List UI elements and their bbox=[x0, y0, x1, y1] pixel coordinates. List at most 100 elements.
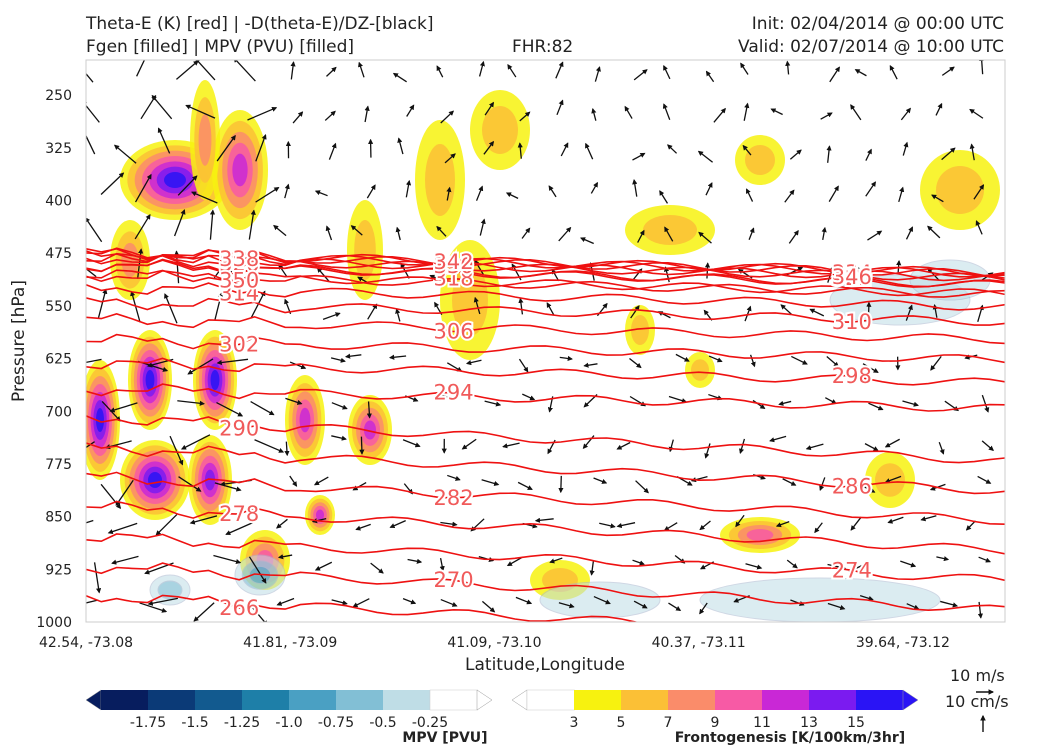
wind-vector bbox=[593, 477, 608, 484]
contour-label: 310 bbox=[832, 310, 872, 334]
wind-vector bbox=[86, 100, 100, 123]
wind-vector bbox=[316, 267, 330, 282]
wind-vector bbox=[157, 127, 171, 154]
wind-vector bbox=[331, 402, 348, 410]
y-tick-label: 400 bbox=[45, 194, 72, 210]
wind-vector bbox=[248, 602, 268, 622]
title-line-2: Fgen [filled] | MPV (PVU) [filled] bbox=[86, 37, 355, 57]
wind-vector bbox=[86, 267, 97, 278]
fgen-fill bbox=[631, 315, 649, 345]
wind-vector bbox=[965, 520, 976, 531]
wind-vector bbox=[981, 440, 994, 451]
wind-vector bbox=[86, 599, 99, 604]
theta-e-contour bbox=[86, 594, 640, 622]
wind-vector bbox=[819, 477, 826, 492]
wind-vector bbox=[191, 191, 218, 204]
wind-vector bbox=[355, 523, 371, 531]
wind-vector bbox=[551, 268, 560, 282]
wind-vector bbox=[705, 182, 713, 196]
wind-vector bbox=[887, 516, 904, 524]
wind-vector bbox=[633, 69, 648, 81]
colorbar-swatch bbox=[148, 690, 196, 710]
wind-vector bbox=[977, 601, 983, 619]
wind-vector bbox=[632, 559, 645, 566]
wind-vector bbox=[248, 556, 267, 584]
wind-vector bbox=[829, 66, 840, 83]
wind-vector bbox=[483, 140, 495, 155]
theta-e-contour bbox=[86, 297, 1005, 326]
contour-label: 334 bbox=[832, 261, 872, 285]
wind-vector bbox=[902, 400, 919, 407]
wind-vector bbox=[322, 312, 341, 320]
y-tick-label: 775 bbox=[45, 457, 72, 473]
y-tick-label: 925 bbox=[45, 562, 72, 578]
wind-vector bbox=[479, 218, 486, 236]
wind-vector bbox=[502, 442, 520, 449]
theta-e-contour bbox=[86, 248, 1005, 278]
wind-vector bbox=[735, 514, 745, 528]
wind-vector bbox=[370, 562, 384, 574]
colorbar-swatch bbox=[668, 690, 716, 710]
wind-vector bbox=[507, 63, 517, 78]
wind-vector bbox=[864, 443, 879, 452]
wind-vector bbox=[629, 357, 642, 369]
wind-vector bbox=[748, 227, 755, 240]
wind-vector bbox=[905, 304, 913, 321]
x-tick-label: 40.37, -73.11 bbox=[652, 635, 746, 651]
wind-vector bbox=[828, 185, 839, 202]
wind-vector bbox=[854, 69, 867, 77]
vector-key-vertical: 10 cm/s bbox=[945, 692, 1009, 711]
contour-label: 314 bbox=[219, 281, 259, 305]
fgen-fill bbox=[232, 153, 248, 187]
wind-vector bbox=[791, 355, 808, 365]
wind-vector bbox=[328, 142, 337, 160]
wind-vector bbox=[214, 482, 242, 492]
colorbar-tick-label: 5 bbox=[617, 715, 626, 731]
contour-label: 294 bbox=[434, 381, 474, 405]
fgen-fill bbox=[643, 215, 697, 245]
wind-vector bbox=[155, 514, 178, 536]
colorbar-swatch bbox=[809, 690, 857, 710]
wind-vector bbox=[515, 596, 533, 605]
wind-vector bbox=[884, 438, 900, 448]
wind-vector bbox=[440, 110, 455, 124]
contour-label: 306 bbox=[434, 319, 474, 343]
wind-vector bbox=[284, 441, 290, 457]
colorbar-tick-label: -1.5 bbox=[181, 715, 208, 731]
wind-vector bbox=[285, 397, 303, 405]
wind-vector bbox=[865, 181, 876, 197]
wind-vector bbox=[927, 225, 941, 239]
wind-vector bbox=[440, 521, 458, 527]
wind-vector bbox=[599, 522, 616, 529]
wind-vector bbox=[889, 64, 898, 80]
contour-label: 266 bbox=[219, 596, 259, 620]
wind-vector bbox=[405, 179, 412, 198]
wind-vector bbox=[441, 394, 457, 401]
wind-vector bbox=[177, 175, 198, 196]
wind-vector bbox=[593, 595, 611, 605]
wind-vector bbox=[826, 356, 840, 368]
y-axis-label: Pressure [hPa] bbox=[9, 280, 29, 402]
wind-vector bbox=[109, 402, 138, 413]
wind-vector bbox=[558, 602, 575, 609]
wind-vector bbox=[749, 354, 756, 368]
wind-vector bbox=[213, 554, 242, 565]
x-axis-label: Latitude,Longitude bbox=[465, 655, 625, 675]
wind-vector bbox=[931, 194, 944, 203]
wind-vector bbox=[770, 108, 783, 116]
contour-label: 342 bbox=[434, 250, 474, 274]
y-tick-label: 550 bbox=[45, 299, 72, 315]
wind-vector bbox=[326, 66, 337, 77]
wind-vector bbox=[97, 288, 108, 319]
wind-vector bbox=[314, 561, 333, 571]
wind-vector bbox=[713, 107, 726, 123]
mpv-fill bbox=[539, 581, 661, 619]
fgen-fill bbox=[210, 370, 220, 390]
colorbar-swatch bbox=[195, 690, 243, 710]
wind-vector bbox=[549, 557, 563, 564]
wind-vector bbox=[397, 137, 404, 155]
y-tick-label: 475 bbox=[45, 246, 72, 262]
wind-vector bbox=[859, 595, 874, 601]
theta-e-contour bbox=[86, 442, 1005, 495]
contour-label: 274 bbox=[832, 558, 872, 582]
